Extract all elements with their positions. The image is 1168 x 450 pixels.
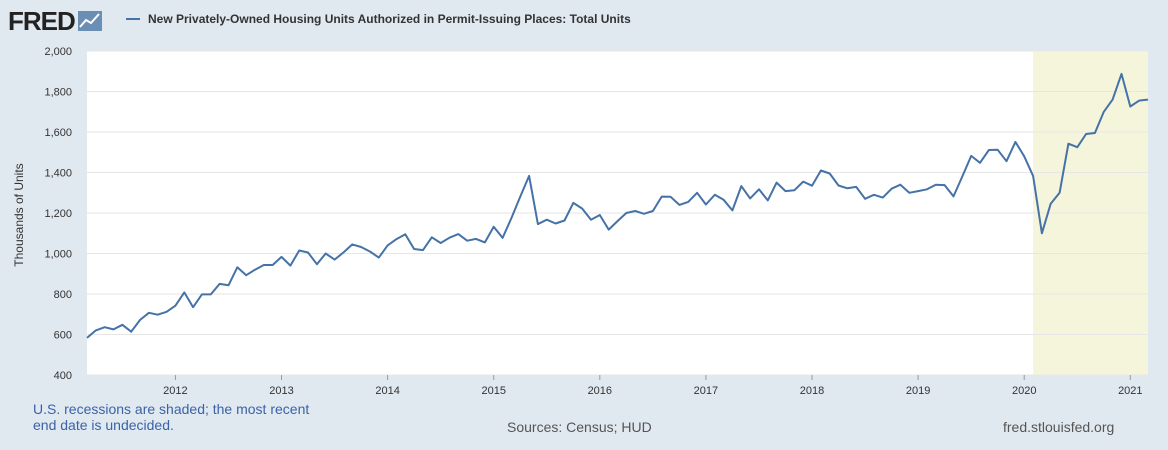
fred-logo[interactable]: FRED <box>8 6 102 36</box>
legend-swatch <box>126 18 140 20</box>
x-tick-label: 2012 <box>163 385 187 397</box>
x-tick-label: 2014 <box>375 385 399 397</box>
x-tick-label: 2016 <box>588 385 612 397</box>
y-tick-label: 2,000 <box>44 46 72 58</box>
fred-graph-icon <box>77 11 102 31</box>
chart-legend: New Privately-Owned Housing Units Author… <box>126 12 631 26</box>
y-tick-label: 800 <box>54 289 72 301</box>
y-tick-label: 400 <box>54 370 72 382</box>
legend-label: New Privately-Owned Housing Units Author… <box>148 12 631 26</box>
y-tick-label: 1,400 <box>44 168 72 180</box>
x-tick-label: 2015 <box>481 385 505 397</box>
fred-url-link[interactable]: fred.stlouisfed.org <box>1003 419 1115 435</box>
recession-note: U.S. recessions are shaded; the most rec… <box>33 401 333 433</box>
y-tick-label: 1,800 <box>44 87 72 99</box>
recession-note-line2: end date is undecided. <box>33 417 174 433</box>
fred-logo-text: FRED <box>8 6 76 36</box>
x-tick-label: 2018 <box>800 385 824 397</box>
x-tick-label: 2019 <box>906 385 930 397</box>
y-tick-label: 1,600 <box>44 127 72 139</box>
y-tick-label: 1,000 <box>44 249 72 261</box>
recession-note-line1: U.S. recessions are shaded; the most rec… <box>33 401 310 417</box>
x-tick-label: 2021 <box>1118 385 1142 397</box>
sources-text: Sources: Census; HUD <box>507 419 652 435</box>
x-tick-label: 2017 <box>694 385 718 397</box>
x-tick-label: 2013 <box>269 385 293 397</box>
y-tick-label: 600 <box>54 330 72 342</box>
x-tick-label: 2020 <box>1012 385 1036 397</box>
y-tick-label: 1,200 <box>44 208 72 220</box>
series-line <box>86 72 1149 339</box>
